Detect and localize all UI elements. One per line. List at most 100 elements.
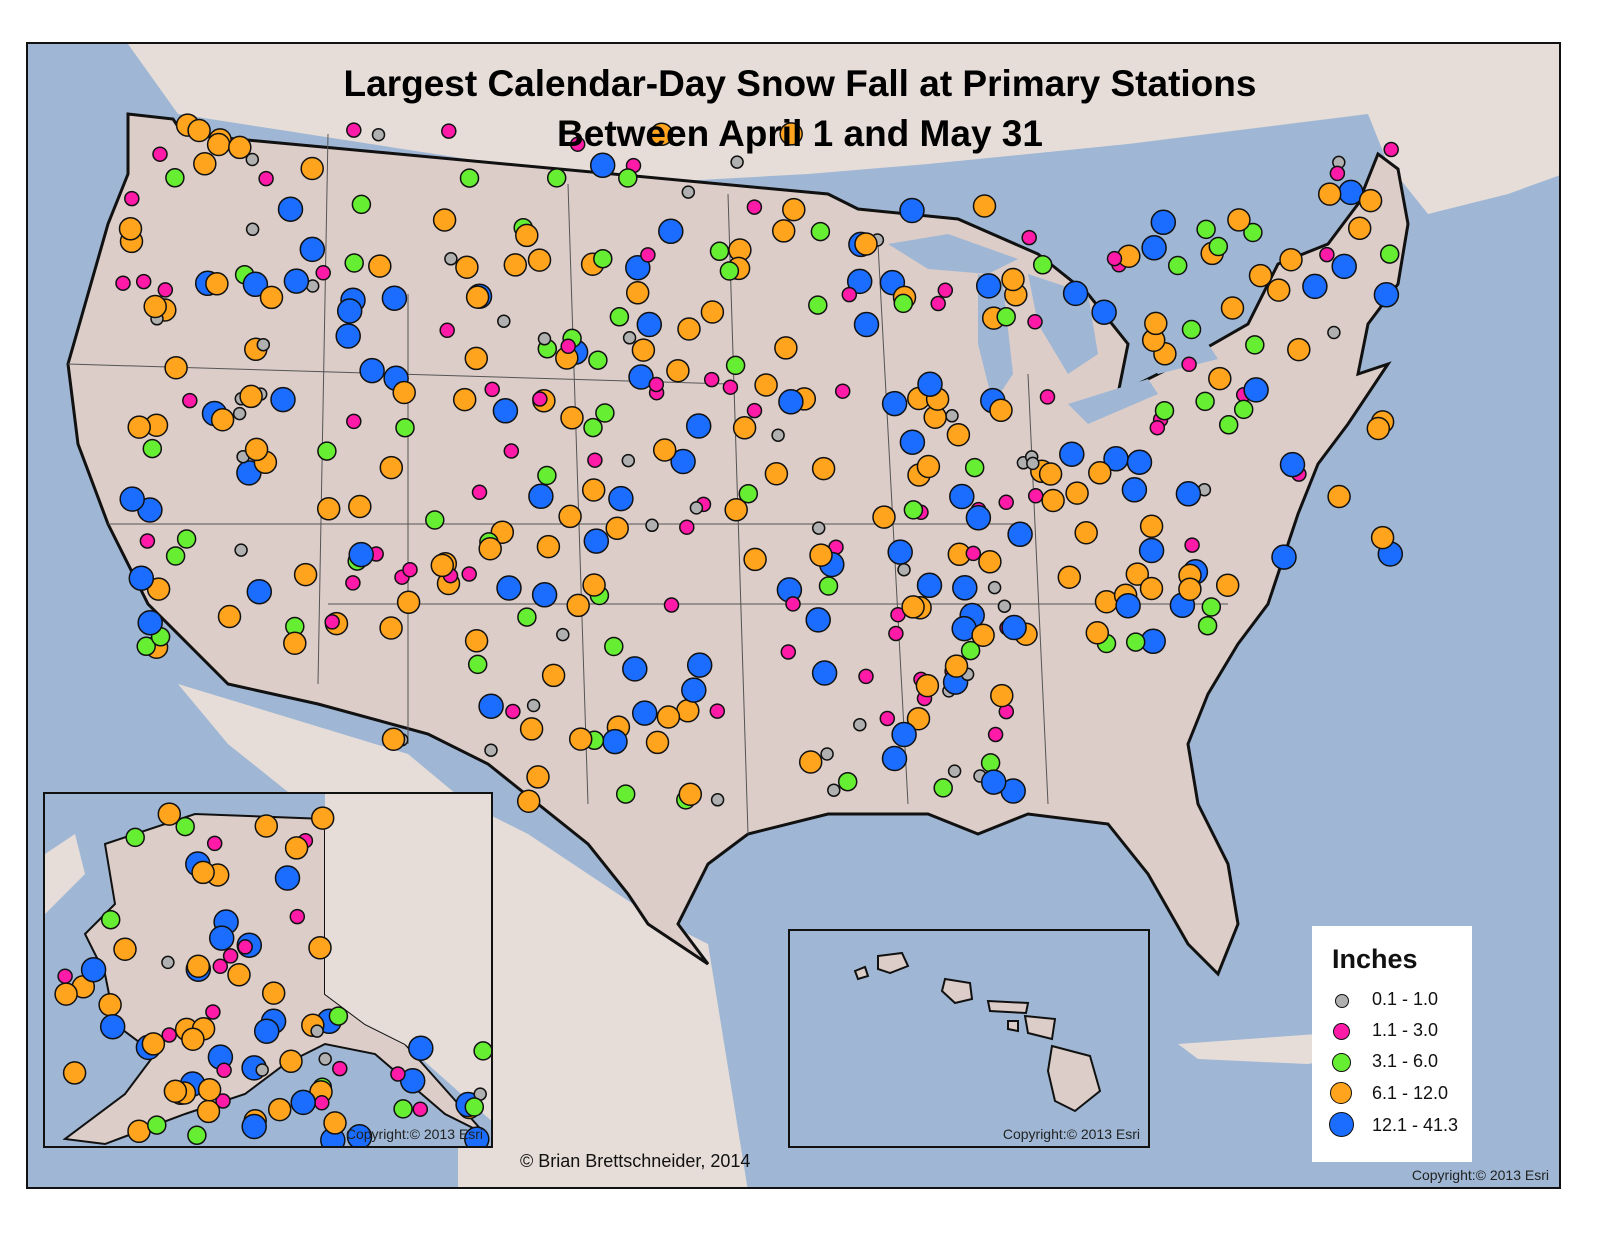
station-marker[interactable] (1196, 219, 1216, 240)
station-marker[interactable] (1088, 461, 1112, 485)
station-marker[interactable] (1085, 621, 1110, 645)
station-marker[interactable] (161, 1027, 177, 1043)
station-marker[interactable] (412, 1101, 429, 1117)
station-marker[interactable] (972, 194, 997, 218)
station-marker[interactable] (656, 705, 681, 729)
station-marker[interactable] (1154, 400, 1175, 421)
station-marker[interactable] (314, 1095, 330, 1111)
station-marker[interactable] (346, 122, 362, 138)
station-marker[interactable] (1302, 273, 1328, 300)
station-marker[interactable] (191, 860, 215, 885)
station-marker[interactable] (679, 519, 695, 535)
station-marker[interactable] (459, 168, 480, 188)
station-marker[interactable] (952, 575, 978, 601)
station-marker[interactable] (960, 640, 981, 661)
station-marker[interactable] (1329, 165, 1346, 182)
station-marker[interactable] (677, 317, 701, 341)
station-marker[interactable] (300, 156, 324, 181)
station-marker[interactable] (136, 636, 156, 657)
station-marker[interactable] (1347, 216, 1372, 241)
station-marker[interactable] (809, 543, 833, 567)
station-marker[interactable] (175, 816, 195, 837)
station-marker[interactable] (526, 765, 550, 789)
station-marker[interactable] (516, 789, 541, 813)
station-marker[interactable] (299, 236, 326, 263)
station-marker[interactable] (648, 376, 665, 393)
station-marker[interactable] (581, 478, 606, 502)
station-marker[interactable] (1144, 311, 1168, 336)
station-marker[interactable] (818, 576, 839, 596)
station-marker[interactable] (964, 457, 985, 478)
station-marker[interactable] (1121, 477, 1148, 503)
station-marker[interactable] (724, 498, 748, 522)
station-marker[interactable] (989, 398, 1013, 423)
station-marker[interactable] (810, 221, 831, 242)
station-marker[interactable] (1227, 208, 1251, 232)
station-marker[interactable] (208, 925, 235, 951)
station-marker[interactable] (1139, 514, 1164, 539)
station-marker[interactable] (834, 383, 851, 399)
station-marker[interactable] (558, 504, 582, 529)
station-marker[interactable] (1150, 209, 1177, 236)
station-marker[interactable] (560, 338, 576, 355)
station-marker[interactable] (1141, 235, 1167, 261)
station-marker[interactable] (1195, 391, 1215, 412)
station-marker[interactable] (593, 248, 613, 269)
station-marker[interactable] (738, 483, 759, 504)
station-marker[interactable] (582, 573, 606, 597)
station-marker[interactable] (1181, 356, 1197, 373)
station-marker[interactable] (703, 371, 720, 388)
station-marker[interactable] (1233, 399, 1254, 420)
station-marker[interactable] (872, 505, 896, 529)
station-marker[interactable] (441, 123, 457, 139)
station-marker[interactable] (1041, 488, 1065, 513)
station-marker[interactable] (1039, 389, 1056, 405)
station-marker[interactable] (899, 197, 925, 224)
station-marker[interactable] (379, 455, 404, 480)
station-marker[interactable] (163, 1079, 188, 1103)
station-marker[interactable] (1370, 525, 1395, 550)
station-marker[interactable] (254, 814, 279, 838)
station-marker[interactable] (165, 168, 185, 188)
station-marker[interactable] (583, 528, 610, 554)
station-marker[interactable] (622, 331, 637, 345)
station-marker[interactable] (676, 699, 700, 723)
station-marker[interactable] (54, 982, 78, 1006)
station-marker[interactable] (975, 273, 1002, 299)
station-marker[interactable] (396, 590, 421, 615)
station-marker[interactable] (351, 194, 372, 215)
station-marker[interactable] (663, 597, 680, 613)
station-marker[interactable] (152, 146, 168, 162)
station-marker[interactable] (205, 1004, 221, 1020)
station-marker[interactable] (609, 307, 630, 327)
station-marker[interactable] (528, 483, 554, 510)
station-marker[interactable] (57, 968, 73, 984)
station-marker[interactable] (1358, 188, 1383, 213)
station-marker[interactable] (891, 721, 917, 748)
station-marker[interactable] (888, 625, 904, 642)
station-marker[interactable] (157, 802, 182, 826)
station-marker[interactable] (142, 438, 163, 459)
station-marker[interactable] (782, 197, 806, 222)
station-marker[interactable] (484, 381, 500, 398)
station-marker[interactable] (566, 593, 590, 618)
station-marker[interactable] (274, 865, 301, 891)
station-marker[interactable] (1373, 282, 1400, 308)
station-marker[interactable] (237, 939, 253, 955)
station-marker[interactable] (602, 728, 628, 755)
station-marker[interactable] (1065, 481, 1089, 505)
station-marker[interactable] (1021, 229, 1037, 246)
station-marker[interactable] (531, 582, 558, 608)
station-marker[interactable] (1001, 614, 1027, 641)
station-marker[interactable] (118, 217, 143, 241)
station-marker[interactable] (98, 993, 122, 1017)
station-marker[interactable] (137, 609, 163, 636)
station-marker[interactable] (80, 956, 107, 983)
station-marker[interactable] (464, 346, 489, 371)
station-marker[interactable] (899, 429, 926, 455)
station-marker[interactable] (381, 727, 406, 751)
station-marker[interactable] (1383, 141, 1399, 158)
station-marker[interactable] (1059, 441, 1085, 467)
station-marker[interactable] (430, 553, 455, 578)
station-marker[interactable] (709, 703, 726, 719)
